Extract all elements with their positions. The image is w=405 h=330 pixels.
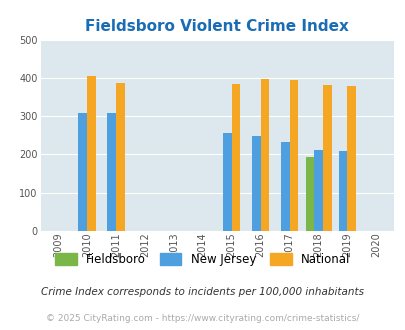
Bar bbox=[222, 133, 231, 231]
Bar bbox=[115, 83, 124, 231]
Bar bbox=[289, 80, 298, 231]
Bar bbox=[313, 150, 322, 231]
Bar bbox=[231, 84, 240, 231]
Bar bbox=[347, 86, 355, 231]
Text: Crime Index corresponds to incidents per 100,000 inhabitants: Crime Index corresponds to incidents per… bbox=[41, 287, 364, 297]
Bar bbox=[305, 157, 313, 231]
Bar bbox=[107, 113, 115, 231]
Bar bbox=[260, 79, 269, 231]
Bar bbox=[78, 113, 87, 231]
Text: © 2025 CityRating.com - https://www.cityrating.com/crime-statistics/: © 2025 CityRating.com - https://www.city… bbox=[46, 314, 359, 323]
Bar bbox=[87, 76, 95, 231]
Bar bbox=[338, 151, 347, 231]
Title: Fieldsboro Violent Crime Index: Fieldsboro Violent Crime Index bbox=[85, 19, 348, 34]
Bar bbox=[280, 142, 289, 231]
Legend: Fieldsboro, New Jersey, National: Fieldsboro, New Jersey, National bbox=[51, 248, 354, 271]
Bar bbox=[322, 85, 331, 231]
Bar bbox=[252, 136, 260, 231]
